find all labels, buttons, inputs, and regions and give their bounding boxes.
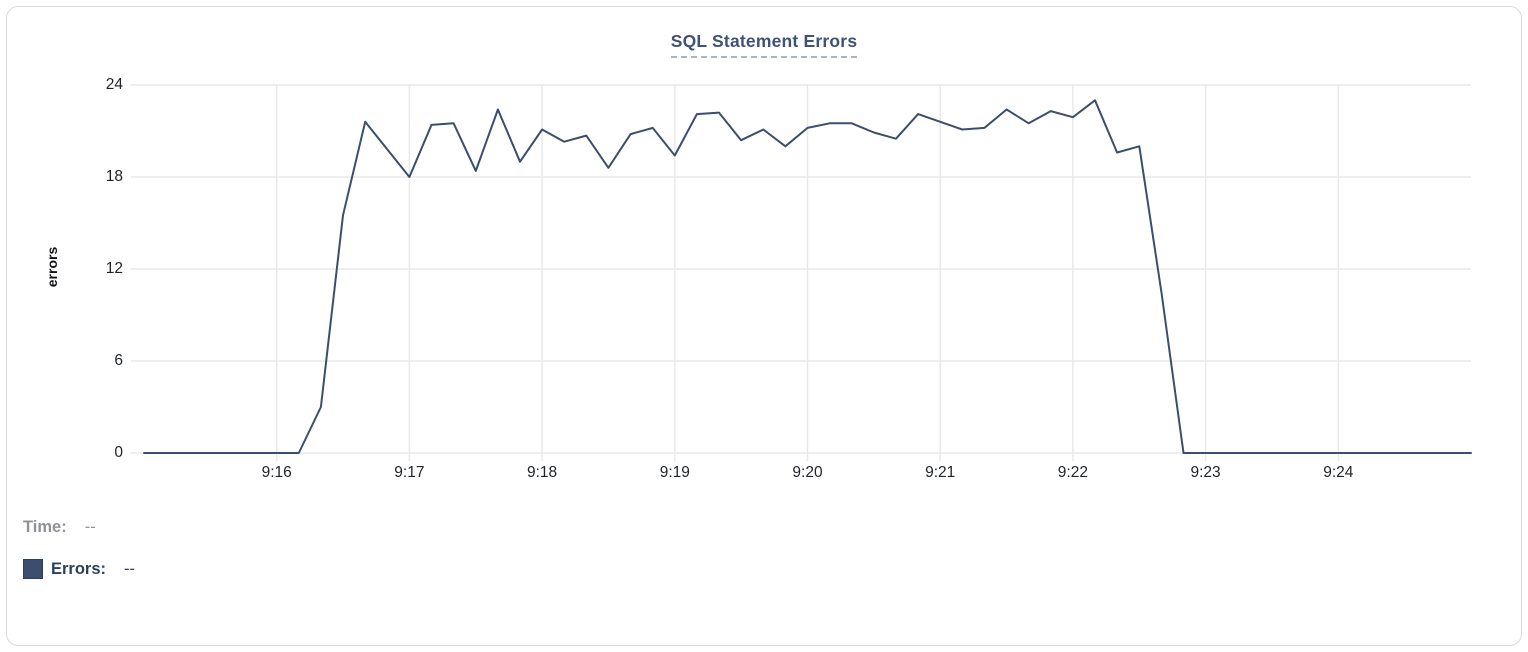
x-tick-label: 9:23 [1190,464,1221,481]
legend-time-label: Time: [23,517,67,536]
y-tick-label: 0 [114,444,123,461]
chart-card: SQL Statement Errors errors 0 6 12 18 24 9:16… [6,6,1522,646]
chart-area: errors 0 6 12 18 24 9:16 9:17 9:18 9:19 9:20 9:21 9… [7,7,1521,645]
legend-errors-value: -- [124,559,136,578]
x-tick-label: 9:24 [1323,464,1354,481]
x-tick-label: 9:17 [394,464,425,481]
y-tick-label: 24 [105,76,123,93]
x-tick-label: 9:18 [527,464,558,481]
y-axis-title: errors [44,246,60,288]
chart-title[interactable]: SQL Statement Errors [670,31,858,58]
x-tick-label: 9:21 [925,464,956,481]
y-tick-label: 12 [105,260,123,277]
legend-errors-row: Errors: -- [23,557,135,581]
plot-canvas[interactable] [131,84,1472,461]
x-tick-label: 9:20 [792,464,823,481]
x-tick-label: 9:16 [261,464,292,481]
errors-series-line [143,99,1472,454]
legend-errors-label: Errors: [51,559,107,578]
chart-title-wrap: SQL Statement Errors [7,31,1521,58]
legend-errors-swatch [23,559,43,579]
x-tick-label: 9:22 [1057,464,1088,481]
legend-time-value: -- [84,517,96,536]
legend-time-row: Time: -- [23,515,135,539]
legend: Time: -- Errors: -- [23,515,135,599]
y-tick-label: 18 [105,168,123,185]
x-tick-label: 9:19 [659,464,690,481]
y-tick-label: 6 [114,352,123,369]
